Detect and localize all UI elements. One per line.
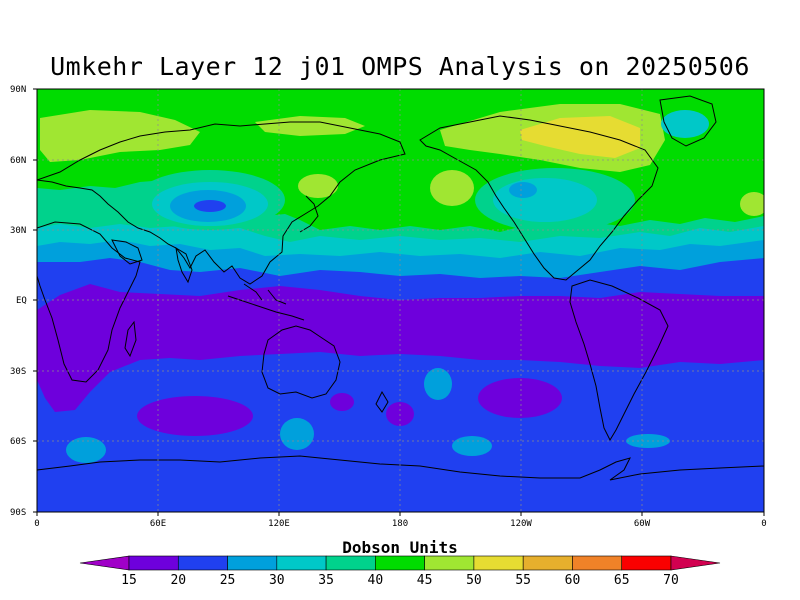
map-title: Umkehr Layer 12 j01 OMPS Analysis on 202… — [50, 52, 750, 81]
colorbar-swatch — [621, 555, 672, 571]
band-50-55-arctic — [520, 116, 640, 158]
band-25-30-south-atlantic — [66, 437, 106, 463]
band-45-50-siberia — [255, 116, 365, 136]
colorbar: 15 20 25 30 35 40 45 50 55 60 65 70 — [79, 555, 721, 588]
lat-label-60s: 60S — [10, 437, 26, 447]
colorbar-level-label: 50 — [466, 573, 482, 588]
band-35-40-greenland — [661, 110, 709, 138]
coastline-india — [175, 247, 193, 284]
colorbar-swatch — [473, 555, 524, 571]
lon-label-60w: 60W — [634, 519, 651, 529]
coastline-indonesia — [227, 283, 305, 321]
lat-label-30n: 30N — [10, 226, 26, 236]
colorbar-arrow-high — [670, 555, 721, 571]
coastline-new-zealand — [375, 390, 389, 413]
band-45-50-atlantic — [740, 192, 764, 216]
band-25-30-south-pacific-a — [424, 368, 452, 400]
band-15-20-south-indian — [137, 396, 253, 436]
contour-field — [37, 89, 764, 512]
coastline-arabia — [111, 239, 143, 265]
lat-label-90n: 90N — [10, 85, 26, 95]
lat-label-eq: EQ — [16, 296, 27, 306]
band-45-50-asia-small — [298, 174, 338, 198]
colorbar-level-label: 45 — [417, 573, 433, 588]
colorbar-swatch — [375, 555, 425, 571]
coastline-north-america — [419, 115, 659, 281]
colorbar-swatch — [572, 555, 623, 571]
colorbar-level-label: 15 — [121, 573, 137, 588]
band-15-20-south-pacific — [478, 378, 562, 418]
colorbar-swatch — [177, 555, 228, 571]
colorbar-level-label: 55 — [515, 573, 531, 588]
lat-label-30s: 30S — [10, 367, 26, 377]
coastline-eurasia — [37, 121, 406, 285]
colorbar-level-label: 60 — [565, 573, 581, 588]
lat-label-60n: 60N — [10, 156, 26, 166]
colorbar-level-label: 70 — [663, 573, 679, 588]
band-20-25-asia — [194, 200, 226, 212]
lon-label-120e: 120E — [268, 519, 290, 529]
band-15-20-tasman — [330, 393, 354, 411]
colorbar-level-label: 30 — [269, 573, 285, 588]
lon-label-0-west: 0 — [34, 519, 39, 529]
band-25-30-south-indian — [280, 418, 314, 450]
colorbar-swatch — [276, 555, 327, 571]
coastline-madagascar — [124, 320, 137, 358]
coastline-africa — [37, 221, 141, 383]
colorbar-swatch — [325, 555, 376, 571]
coastline-australia — [261, 325, 341, 399]
band-25-30-pacific — [509, 182, 537, 198]
colorbar-swatch — [424, 555, 475, 571]
lon-label-120w: 120W — [510, 519, 532, 529]
coastline-japan — [299, 195, 319, 233]
coastline-antarctica — [37, 455, 764, 481]
colorbar-level-label: 65 — [614, 573, 630, 588]
band-30-35-pacific — [493, 178, 597, 222]
lon-label-0-east: 0 — [761, 519, 766, 529]
colorbar-level-label: 35 — [318, 573, 334, 588]
band-15-20-tropics — [37, 284, 764, 412]
colorbar-swatch — [522, 555, 573, 571]
colorbar-level-label: 40 — [368, 573, 384, 588]
band-25-30-south-pacific-b — [452, 436, 492, 456]
colorbar-arrow-low — [79, 555, 130, 571]
colorbar-level-label: 20 — [170, 573, 186, 588]
grid — [37, 89, 764, 512]
colorbar-swatch — [128, 555, 179, 571]
lat-label-90s: 90S — [10, 508, 26, 518]
colorbar-swatch — [227, 555, 278, 571]
tick-marks — [33, 88, 765, 516]
lon-label-180: 180 — [392, 519, 408, 529]
colorbar-title: Dobson Units — [342, 538, 458, 557]
coastline-greenland — [659, 95, 717, 147]
lon-label-60e: 60E — [150, 519, 166, 529]
band-45-50-pacific-small — [430, 170, 474, 206]
colorbar-level-label: 25 — [220, 573, 236, 588]
band-45-50-europe — [40, 110, 200, 162]
